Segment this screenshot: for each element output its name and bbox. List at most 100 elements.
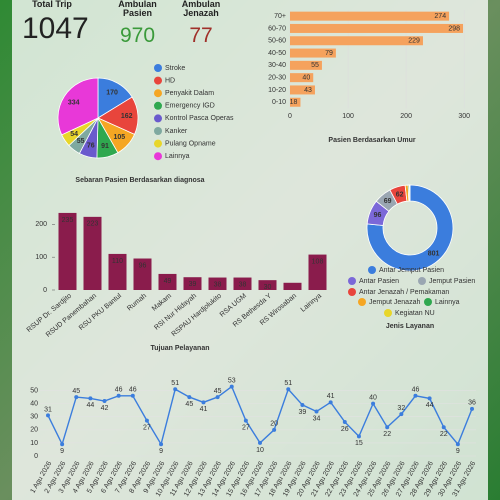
value-label: 9 (159, 448, 163, 455)
value-label: 49 (164, 278, 172, 285)
value-label: 274 (434, 13, 446, 20)
point (470, 406, 474, 411)
bar (290, 73, 314, 83)
point (130, 393, 135, 398)
point (342, 419, 347, 424)
y-tick-label: 50-60 (268, 38, 286, 45)
point (300, 402, 305, 407)
bar (283, 282, 302, 290)
bar (290, 11, 450, 21)
legend-marker (154, 152, 162, 161)
point (314, 409, 319, 414)
value-label: 298 (448, 25, 460, 32)
chart-title: Sebaran Pasien Berdasarkan diagnosa (75, 177, 204, 184)
legend-marker (418, 277, 426, 285)
point (144, 418, 149, 423)
value-label: 54 (70, 131, 78, 138)
value-label: 76 (87, 143, 95, 150)
stat-value: 77 (189, 24, 213, 47)
slice (409, 184, 411, 202)
y-tick-label: 20-30 (268, 74, 286, 81)
value-label: 22 (440, 431, 448, 438)
value-label: 45 (214, 388, 222, 395)
legend-label: Antar Jenazah / Pemakaman (359, 289, 449, 296)
y-tick-label: 0 (43, 287, 47, 294)
value-label: 41 (200, 406, 208, 413)
value-label: 801 (428, 251, 440, 258)
bar (183, 277, 202, 290)
point (88, 396, 93, 401)
bar (290, 60, 322, 70)
bar (308, 254, 327, 290)
legend-label: Jemput Pasien (429, 278, 475, 285)
point (286, 387, 291, 392)
point (427, 396, 432, 401)
bar (158, 273, 177, 290)
value-label: 55 (77, 138, 85, 145)
stat: Total Trip 1047 (22, 0, 89, 45)
legend-label: Kegiatan NU (395, 310, 435, 317)
point (229, 384, 234, 389)
value-label: 170 (106, 90, 118, 97)
legend-label: Antar Pasien (359, 278, 399, 285)
point (46, 413, 50, 418)
stat-value: 970 (119, 24, 156, 47)
value-label: 15 (355, 440, 363, 447)
value-label: 39 (299, 409, 307, 416)
value-label: 53 (228, 377, 236, 384)
value-label: 32 (397, 405, 405, 412)
y-tick-label: 200 (35, 221, 47, 228)
value-label: 30 (264, 284, 272, 291)
bar (290, 48, 336, 58)
value-label: 27 (143, 424, 151, 431)
legend-label: HD (165, 77, 175, 84)
value-label: 34 (313, 415, 321, 422)
legend-label: Jemput Jenazah (369, 299, 420, 306)
value-label: 96 (139, 262, 147, 269)
legend-marker (154, 89, 162, 98)
value-label: 96 (374, 212, 382, 219)
legend-marker (154, 76, 162, 85)
slice (366, 184, 454, 272)
slice (57, 77, 99, 136)
y-tick-label: 20 (30, 427, 38, 434)
point (441, 425, 446, 430)
value-label: 105 (113, 134, 125, 141)
value-label: 43 (304, 87, 312, 94)
legend-marker (154, 101, 162, 110)
legend-label: Lainnya (435, 299, 460, 306)
value-label: 45 (72, 388, 80, 395)
value-label: 44 (87, 402, 95, 409)
legend-label: Stroke (165, 65, 185, 72)
stat-value: 1047 (22, 12, 89, 45)
point (272, 427, 277, 432)
legend-label: Lainnya (165, 153, 190, 160)
stat-label: Ambulan Jenazah (181, 0, 221, 18)
point (258, 440, 262, 445)
value-label: 51 (284, 380, 292, 387)
y-tick-label: 60-70 (268, 25, 286, 32)
y-tick-label: 30 (30, 414, 38, 421)
legend-label: Emergency IGD (165, 103, 215, 110)
legend-marker (424, 298, 432, 306)
value-label: 20 (270, 421, 278, 428)
x-tick-label: 0 (288, 113, 292, 120)
point (215, 395, 220, 400)
value-label: 235 (62, 217, 74, 224)
y-tick-label: 0 (34, 453, 38, 460)
value-label: 26 (341, 426, 349, 433)
y-tick-label: 0-10 (272, 99, 286, 106)
value-label: 69 (384, 198, 392, 205)
point (243, 418, 248, 423)
chart-title: Pasien Berdasarkan Umur (328, 137, 415, 144)
point (371, 401, 376, 406)
point (187, 395, 192, 400)
y-tick-label: 50 (30, 387, 38, 394)
bar (290, 36, 423, 46)
legend-label: Penyakit Dalam (165, 90, 214, 97)
legend-marker (154, 127, 162, 135)
value-label: 91 (101, 143, 109, 150)
bar (233, 277, 252, 290)
value-label: 223 (87, 221, 99, 228)
